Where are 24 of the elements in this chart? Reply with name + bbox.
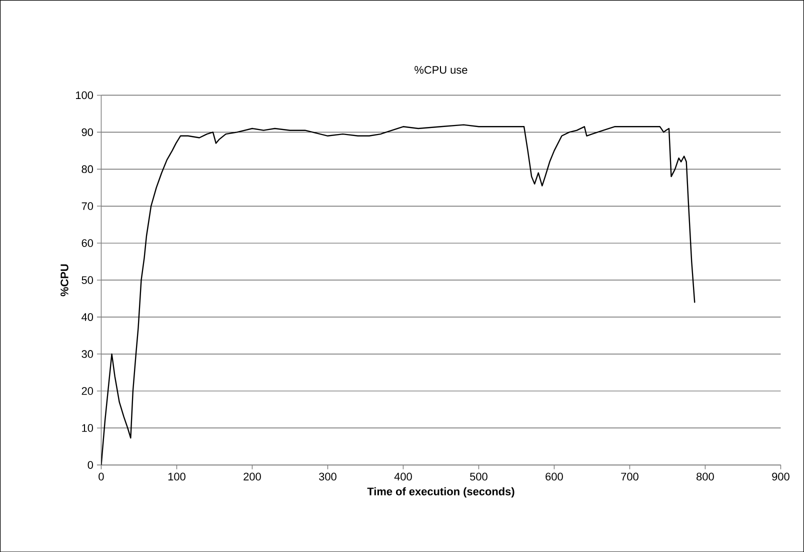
x-tick-label: 500: [470, 472, 488, 480]
chart-title: %CPU use: [414, 66, 468, 74]
y-tick-label: 90: [82, 128, 94, 136]
y-tick-label: 10: [82, 424, 94, 432]
y-tick-label: 30: [82, 350, 94, 358]
y-tick-label: 20: [82, 387, 94, 395]
x-tick-label: 400: [394, 472, 412, 480]
y-tick-label: 80: [82, 165, 94, 173]
x-axis-title: Time of execution (seconds): [367, 487, 514, 498]
y-tick-label: 60: [82, 239, 94, 247]
x-tick-label: 900: [772, 472, 790, 480]
x-tick-label: 300: [319, 472, 336, 480]
y-tick-label: 40: [82, 313, 94, 321]
x-tick-label: 800: [696, 472, 714, 480]
x-tick-label: 200: [244, 472, 261, 480]
y-tick-label: 70: [82, 202, 94, 210]
y-tick-label: 0: [88, 460, 94, 469]
x-tick-label: 0: [98, 472, 104, 480]
y-tick-label: 100: [76, 91, 94, 100]
y-axis-title: %CPU: [60, 264, 68, 296]
y-tick-label: 50: [82, 276, 94, 284]
x-tick-label: 600: [546, 472, 563, 480]
x-tick-label: 700: [621, 472, 638, 480]
x-tick-label: 100: [168, 472, 186, 480]
